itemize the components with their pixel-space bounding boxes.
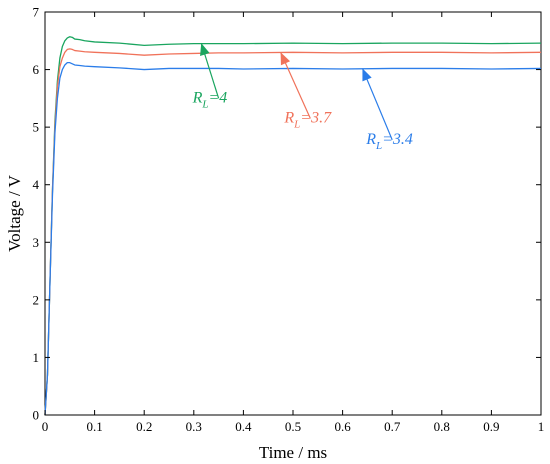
series-label-2: RL=3.4 bbox=[365, 131, 413, 152]
y-tick-label: 2 bbox=[33, 292, 40, 307]
x-tick-label: 0 bbox=[42, 419, 49, 434]
series-label-subscript: L bbox=[375, 140, 382, 152]
x-tick-label: 0.3 bbox=[186, 419, 202, 434]
y-tick-label: 4 bbox=[33, 177, 40, 192]
y-axis-title: Voltage / V bbox=[5, 174, 24, 252]
series-label-value: =3.4 bbox=[382, 131, 413, 148]
annotation-arrow-shaft bbox=[280, 52, 311, 119]
x-tick-label: 0.1 bbox=[86, 419, 102, 434]
series-label-0: RL=4 bbox=[192, 89, 228, 110]
annotation-arrow-head bbox=[280, 52, 291, 66]
series-line-1 bbox=[44, 48, 542, 416]
y-tick-label: 0 bbox=[33, 408, 40, 423]
series-layer bbox=[44, 36, 542, 416]
series-label-main: R bbox=[283, 110, 294, 127]
x-tick-label: 0.8 bbox=[434, 419, 450, 434]
series-label-1: RL=3.7 bbox=[283, 110, 332, 131]
ticks-layer: 0 0.1 0.2 0.3 0.4 0.5 0.6 0.7 0.8 0.9 1 0 1 2 3 4 5 6 7 bbox=[33, 5, 545, 435]
x-tick-label: 0.7 bbox=[384, 419, 401, 434]
x-tick-label: 0.4 bbox=[235, 419, 252, 434]
series-label-value: =4 bbox=[209, 89, 228, 106]
series-line-0 bbox=[44, 36, 542, 416]
x-axis-title: Time / ms bbox=[259, 443, 327, 462]
series-label-main: R bbox=[192, 89, 203, 106]
annotation-layer: RL=4RL=3.7RL=3.4 bbox=[192, 42, 413, 152]
x-tick-label: 0.2 bbox=[136, 419, 152, 434]
x-tick-label: 0.5 bbox=[285, 419, 301, 434]
series-label-value: =3.7 bbox=[300, 110, 332, 127]
series-label-subscript: L bbox=[201, 98, 208, 110]
y-tick-label: 5 bbox=[33, 120, 40, 135]
series-line-2 bbox=[44, 62, 542, 416]
plot-frame bbox=[44, 11, 542, 416]
annotation-arrow-head bbox=[362, 68, 372, 82]
y-tick-label: 1 bbox=[33, 350, 40, 365]
x-tick-label: 0.9 bbox=[483, 419, 499, 434]
annotation-arrow-head bbox=[200, 43, 210, 57]
series-label-subscript: L bbox=[293, 119, 300, 131]
x-tick-label: 0.6 bbox=[334, 419, 351, 434]
y-tick-label: 6 bbox=[33, 62, 40, 77]
series-label-main: R bbox=[365, 131, 376, 148]
annotation-arrow-shaft bbox=[361, 68, 393, 141]
y-tick-label: 7 bbox=[33, 5, 40, 20]
y-tick-label: 3 bbox=[33, 235, 40, 250]
x-tick-label: 1 bbox=[538, 419, 545, 434]
